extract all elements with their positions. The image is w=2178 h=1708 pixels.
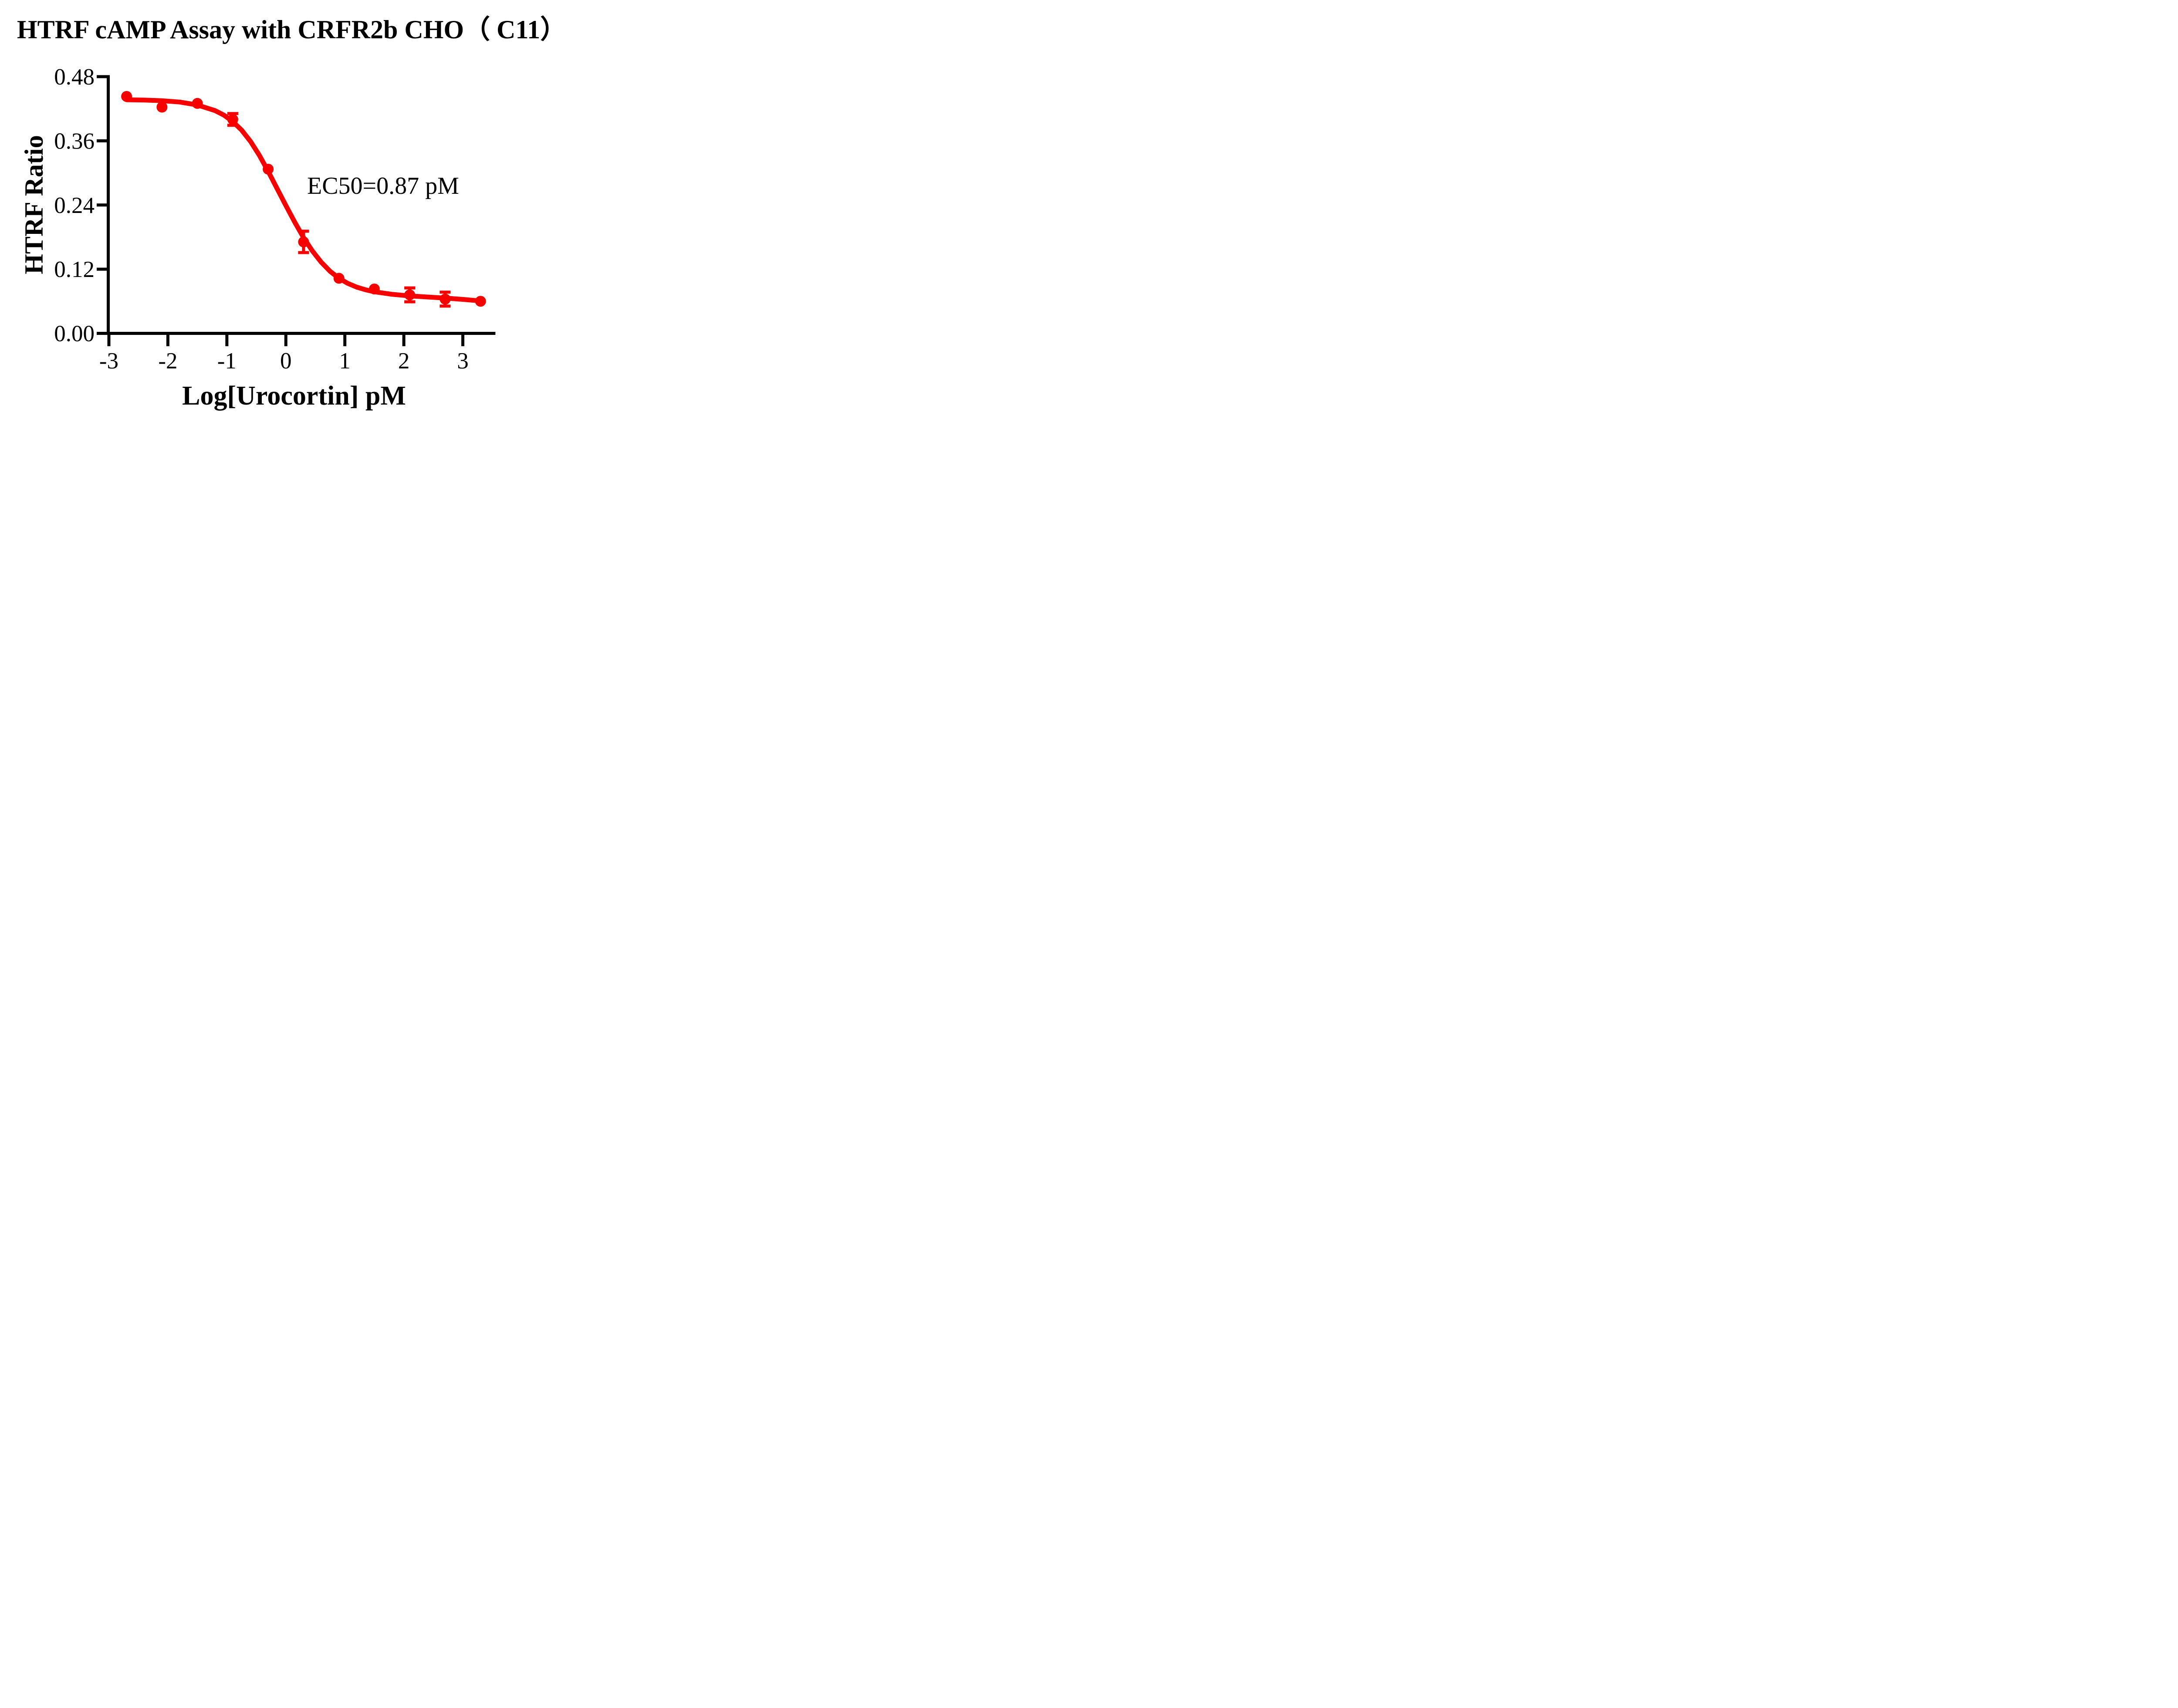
data-point <box>369 284 380 295</box>
x-tick-label: 1 <box>339 348 351 374</box>
ec50-annotation: EC50=0.87 pM <box>307 172 459 199</box>
x-tick-label: -2 <box>158 348 177 374</box>
y-tick-label: 0.24 <box>54 193 95 218</box>
x-axis-title: Log[Urocortin] pM <box>182 381 406 411</box>
data-point <box>440 294 451 305</box>
dose-response-figure: HTRF cAMP Assay with CRFR2b CHO（ C11） HT… <box>0 0 583 427</box>
y-tick-label: 0.48 <box>54 64 95 90</box>
x-tick-label: -3 <box>99 348 118 374</box>
chart-title: HTRF cAMP Assay with CRFR2b CHO（ C11） <box>17 15 567 44</box>
y-tick-label: 0.12 <box>54 257 95 282</box>
data-point <box>227 114 238 125</box>
x-tick-label: 0 <box>280 348 292 374</box>
x-tick-label: -1 <box>217 348 237 374</box>
y-tick-label: 0.00 <box>54 321 95 347</box>
fit-curve <box>124 97 484 304</box>
data-point <box>475 296 486 307</box>
data-point <box>192 98 203 109</box>
data-point <box>404 289 416 300</box>
y-tick-label: 0.36 <box>54 128 95 154</box>
data-point <box>298 236 309 247</box>
data-point <box>121 91 132 102</box>
data-point <box>263 163 274 175</box>
data-point <box>333 273 345 284</box>
plot-area: 0.00 0.12 0.24 0.36 0.48 -3 -2 -1 0 1 2 3 <box>54 64 496 374</box>
x-tick-label: 3 <box>457 348 469 374</box>
x-tick-label: 2 <box>398 348 410 374</box>
data-point <box>156 101 168 113</box>
